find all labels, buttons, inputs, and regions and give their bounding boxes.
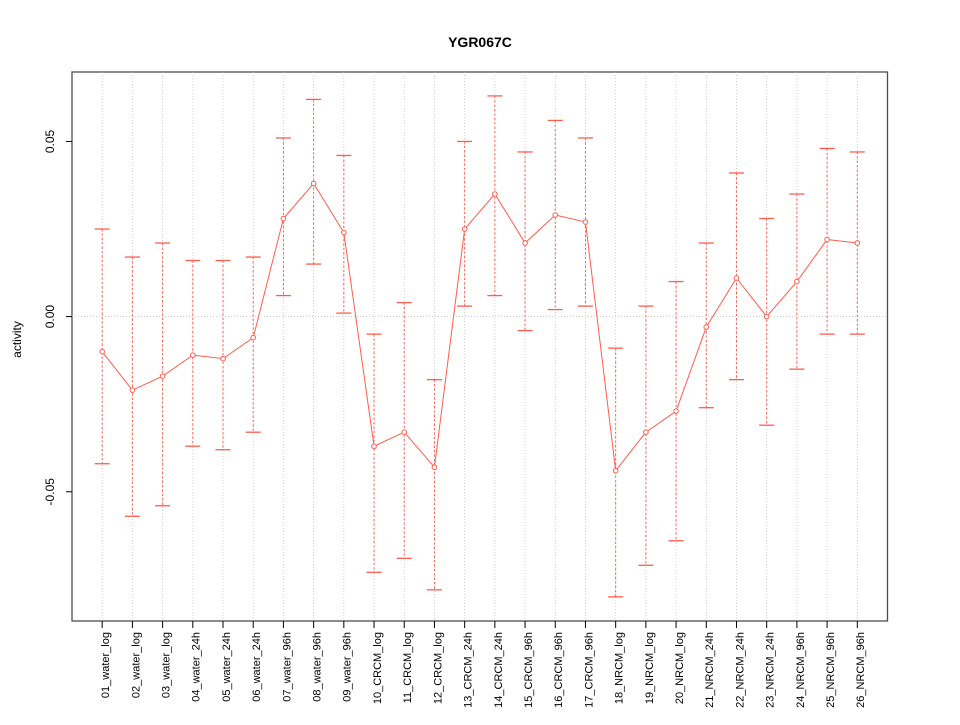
svg-text:17_CRCM_96h: 17_CRCM_96h (583, 632, 595, 708)
svg-text:18_NRCM_log: 18_NRCM_log (614, 632, 626, 704)
svg-text:20_NRCM_log: 20_NRCM_log (674, 632, 686, 704)
svg-text:19_NRCM_log: 19_NRCM_log (644, 632, 656, 704)
svg-text:04_water_24h: 04_water_24h (191, 632, 203, 702)
svg-text:01_water_log: 01_water_log (100, 632, 112, 698)
svg-text:12_CRCM_log: 12_CRCM_log (432, 632, 444, 704)
svg-text:-0.05: -0.05 (43, 478, 57, 506)
svg-text:08_water_96h: 08_water_96h (312, 632, 324, 702)
svg-text:14_CRCM_24h: 14_CRCM_24h (493, 632, 505, 708)
svg-text:25_NRCM_96h: 25_NRCM_96h (825, 632, 837, 708)
svg-text:03_water_log: 03_water_log (161, 632, 173, 698)
svg-text:16_CRCM_96h: 16_CRCM_96h (553, 632, 565, 708)
svg-text:11_CRCM_log: 11_CRCM_log (402, 632, 414, 703)
svg-text:07_water_96h: 07_water_96h (281, 632, 293, 702)
svg-text:13_CRCM_24h: 13_CRCM_24h (463, 632, 475, 708)
svg-text:24_NRCM_96h: 24_NRCM_96h (795, 632, 807, 708)
svg-text:09_water_96h: 09_water_96h (342, 632, 354, 702)
svg-text:21_NRCM_24h: 21_NRCM_24h (704, 632, 716, 708)
svg-text:22_NRCM_24h: 22_NRCM_24h (734, 632, 746, 708)
svg-text:0.00: 0.00 (43, 305, 57, 329)
svg-text:06_water_24h: 06_water_24h (251, 632, 263, 702)
svg-text:23_NRCM_24h: 23_NRCM_24h (765, 632, 777, 708)
svg-text:02_water_log: 02_water_log (130, 632, 142, 698)
svg-text:10_CRCM_log: 10_CRCM_log (372, 632, 384, 704)
svg-text:0.05: 0.05 (43, 129, 57, 153)
svg-text:26_NRCM_96h: 26_NRCM_96h (855, 632, 867, 708)
svg-text:YGR067C: YGR067C (448, 34, 512, 50)
svg-text:05_water_24h: 05_water_24h (221, 632, 233, 702)
svg-text:15_CRCM_96h: 15_CRCM_96h (523, 632, 535, 708)
svg-text:activity: activity (10, 321, 24, 358)
